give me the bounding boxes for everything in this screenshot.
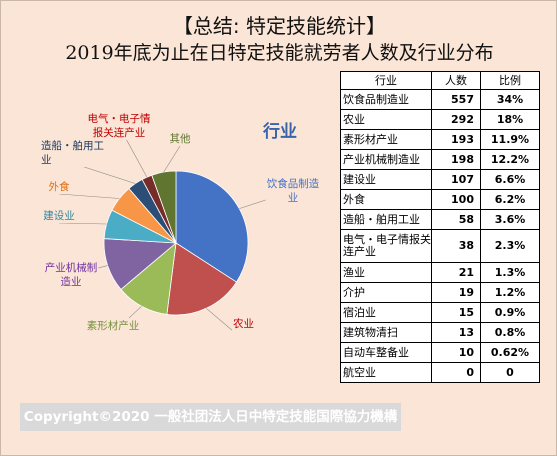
industry-cell: 产业机械制造业 (340, 149, 432, 170)
pie-slice-label: 饮食品制造业 (267, 177, 320, 204)
count-cell: 292 (431, 109, 481, 130)
copyright-banner: Copyright©2020 一般社团法人日中特定技能国際協力機構 (20, 403, 401, 431)
industry-cell: 航空业 (340, 362, 432, 383)
table-row: 电气・电子情报关连产业 38 2.3% (340, 229, 540, 263)
table-row: 航空业 0 0 (340, 362, 540, 383)
count-cell: 0 (431, 362, 481, 383)
pie-slice-label: 造船・舶用工业 (41, 139, 104, 166)
table-row: 造船・舶用工业 58 3.6% (340, 209, 540, 230)
table-row: 饮食品制造业 557 34% (340, 89, 540, 110)
table-row: 素形材产业 193 11.9% (340, 129, 540, 150)
page-title: 【总结: 特定技能统计】 (172, 14, 387, 38)
table-row: 宿泊业 15 0.9% (340, 302, 540, 323)
count-cell: 10 (431, 342, 481, 363)
industry-table: 行业 人数 比例 饮食品制造业 557 34% 农业 292 18% 素形材产业… (340, 71, 540, 383)
ratio-cell: 12.2% (480, 149, 540, 170)
pie-slices (103, 170, 249, 316)
table-row: 农业 292 18% (340, 109, 540, 130)
ratio-cell: 0 (480, 362, 540, 383)
ratio-cell: 11.9% (480, 129, 540, 150)
industry-cell: 农业 (340, 109, 432, 130)
pie-slice-label: 其他 (170, 132, 191, 145)
ratio-cell: 6.6% (480, 169, 540, 190)
pie-leader-line (206, 308, 234, 332)
pie-label-background (85, 318, 141, 333)
pie-label-background (47, 179, 71, 194)
pie-label-background (232, 316, 255, 331)
ratio-cell: 6.2% (480, 189, 540, 210)
pie-leader-line (58, 193, 120, 199)
industry-cell: 建筑物清扫 (340, 322, 432, 343)
table-row: 介护 19 1.2% (340, 282, 540, 303)
table-row: 产业机械制造业 198 12.2% (340, 149, 540, 170)
pie-label-background (40, 138, 105, 167)
column-header-count: 人数 (431, 71, 481, 90)
industry-cell: 宿泊业 (340, 302, 432, 323)
industry-cell: 建设业 (340, 169, 432, 190)
column-header-ratio: 比例 (480, 71, 540, 90)
table-row: 渔业 21 1.3% (340, 262, 540, 283)
ratio-cell: 18% (480, 109, 540, 130)
pie-slice-label: 农业 (233, 317, 254, 330)
ratio-cell: 34% (480, 89, 540, 110)
table-row: 自动车整备业 10 0.62% (340, 342, 540, 363)
count-cell: 193 (431, 129, 481, 150)
ratio-cell: 1.3% (480, 262, 540, 283)
count-cell: 107 (431, 169, 481, 190)
pie-slice-label: 外食 (49, 180, 70, 193)
count-cell: 19 (431, 282, 481, 303)
pie-slice-label: 建设业 (43, 209, 75, 222)
count-cell: 21 (431, 262, 481, 283)
ratio-cell: 2.3% (480, 229, 540, 263)
pie-leader-line (163, 145, 181, 173)
pie-leader-line (58, 222, 107, 225)
pie-legend-title: 行业 (262, 121, 297, 142)
count-cell: 198 (431, 149, 481, 170)
table-row: 建筑物清扫 13 0.8% (340, 322, 540, 343)
count-cell: 13 (431, 322, 481, 343)
pie-label-background (168, 131, 192, 146)
pie-slice-label: 素形材产业 (87, 319, 140, 332)
count-cell: 58 (431, 209, 481, 230)
table-row: 外食 100 6.2% (340, 189, 540, 210)
industry-cell: 造船・舶用工业 (340, 209, 432, 230)
ratio-cell: 0.62% (480, 342, 540, 363)
ratio-cell: 0.8% (480, 322, 540, 343)
table-row: 建设业 107 6.6% (340, 169, 540, 190)
industry-cell: 电气・电子情报关连产业 (340, 229, 432, 263)
count-cell: 557 (431, 89, 481, 110)
table-header-row: 行业 人数 比例 (340, 71, 540, 90)
industry-cell: 饮食品制造业 (340, 89, 432, 110)
pie-slice-label: 产业机械制造业 (45, 261, 98, 288)
industry-cell: 自动车整备业 (340, 342, 432, 363)
industry-cell: 介护 (340, 282, 432, 303)
industry-cell: 外食 (340, 189, 432, 210)
count-cell: 38 (431, 229, 481, 263)
pie-slice-label: 电气・电子情报关连产业 (88, 112, 151, 139)
industry-cell: 素形材产业 (340, 129, 432, 150)
pie-label-background (265, 176, 321, 205)
count-cell: 100 (431, 189, 481, 210)
column-header-industry: 行业 (340, 71, 432, 90)
pie-label-background (43, 260, 99, 289)
page-subtitle: 2019年底为止在日特定技能就劳者人数及行业分布 (65, 42, 494, 64)
pie-label-background (86, 111, 152, 140)
ratio-cell: 3.6% (480, 209, 540, 230)
pie-label-background (42, 208, 76, 223)
ratio-cell: 0.9% (480, 302, 540, 323)
count-cell: 15 (431, 302, 481, 323)
ratio-cell: 1.2% (480, 282, 540, 303)
industry-cell: 渔业 (340, 262, 432, 283)
